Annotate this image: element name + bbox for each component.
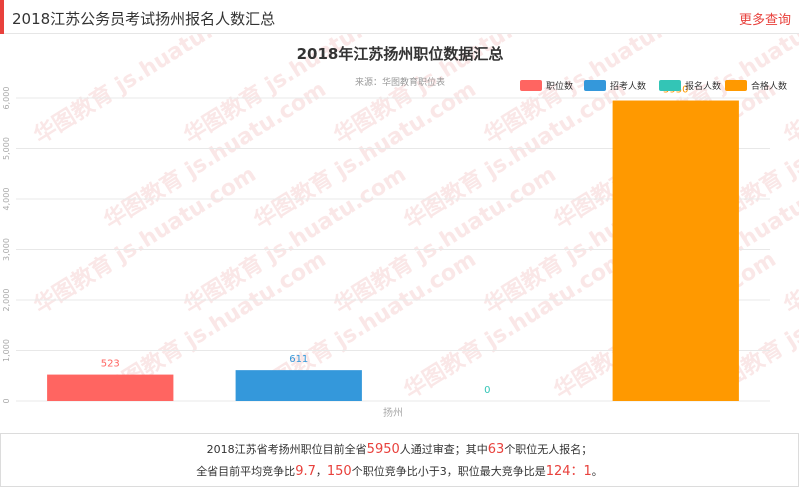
watermark-text: 华图教育 js.huatu.com <box>29 34 260 149</box>
summary-panel: 2018江苏省考扬州职位目前全省5950人通过审查；其中63个职位无人报名； 全… <box>0 433 799 487</box>
header-accent-bar <box>0 0 4 34</box>
summary-value: 124：1 <box>545 464 592 479</box>
page-header: 2018江苏公务员考试扬州报名人数汇总 更多查询 <box>0 0 799 34</box>
legend-label: 报名人数 <box>685 80 721 92</box>
summary-text: ， <box>315 465 327 478</box>
x-tick-label: 扬州 <box>383 406 403 419</box>
page-title: 2018江苏公务员考试扬州报名人数汇总 <box>12 10 276 28</box>
summary-text: 。 <box>591 465 603 478</box>
chart-title: 2018年江苏扬州职位数据汇总 <box>297 45 504 63</box>
y-axis: 0 1,000 2,000 3,000 4,000 5,000 6,000 <box>2 87 11 404</box>
summary-value: 9.7 <box>295 464 316 479</box>
summary-text: 个职位无人报名； <box>504 443 593 456</box>
y-tick-label: 4,000 <box>2 188 11 211</box>
summary-text: 2018江苏省考扬州职位目前全省 <box>206 443 367 456</box>
bars <box>47 100 739 402</box>
more-query-link[interactable]: 更多查询 <box>738 13 791 28</box>
chart-subtitle: 来源：华图教育职位表 <box>355 76 445 88</box>
legend-swatch <box>584 80 606 91</box>
y-tick-label: 0 <box>2 398 11 403</box>
summary-value: 5950 <box>366 442 400 457</box>
y-tick-label: 1,000 <box>2 339 11 362</box>
legend-swatch <box>659 80 681 91</box>
y-tick-label: 5,000 <box>2 137 11 160</box>
summary-text: 个职位竞争比小于3，职位最大竞争比是 <box>351 465 546 478</box>
summary-value: 63 <box>487 442 505 457</box>
y-tick-label: 2,000 <box>2 289 11 312</box>
bar-2 <box>235 370 362 401</box>
summary-value: 150 <box>326 464 352 479</box>
bar-1 <box>47 374 174 401</box>
legend-label: 职位数 <box>546 80 573 92</box>
summary-text: 全省目前平均竞争比 <box>196 465 296 478</box>
data-label: 0 <box>484 385 490 396</box>
chart-legend: 职位数 招考人数 报名人数 合格人数 <box>520 80 787 92</box>
summary-text: 人通过审查；其中 <box>399 443 488 456</box>
chart-area: 华图教育 js.huatu.com 华图教育 js.huatu.com 华图教育 j… <box>0 34 799 432</box>
data-label: 523 <box>101 359 120 370</box>
legend-label: 合格人数 <box>751 80 787 92</box>
legend-swatch <box>520 80 542 91</box>
bar-4 <box>612 100 739 402</box>
summary-line-1: 2018江苏省考扬州职位目前全省5950人通过审查；其中63个职位无人报名； <box>1 439 798 461</box>
x-axis: 扬州 <box>383 406 403 419</box>
legend-label: 招考人数 <box>610 80 646 92</box>
legend-swatch <box>725 80 747 91</box>
y-tick-label: 3,000 <box>2 238 11 261</box>
summary-line-2: 全省目前平均竞争比9.7，150个职位竞争比小于3，职位最大竞争比是124：1。 <box>1 461 798 483</box>
y-tick-label: 6,000 <box>2 87 11 110</box>
data-label: 611 <box>289 354 308 365</box>
